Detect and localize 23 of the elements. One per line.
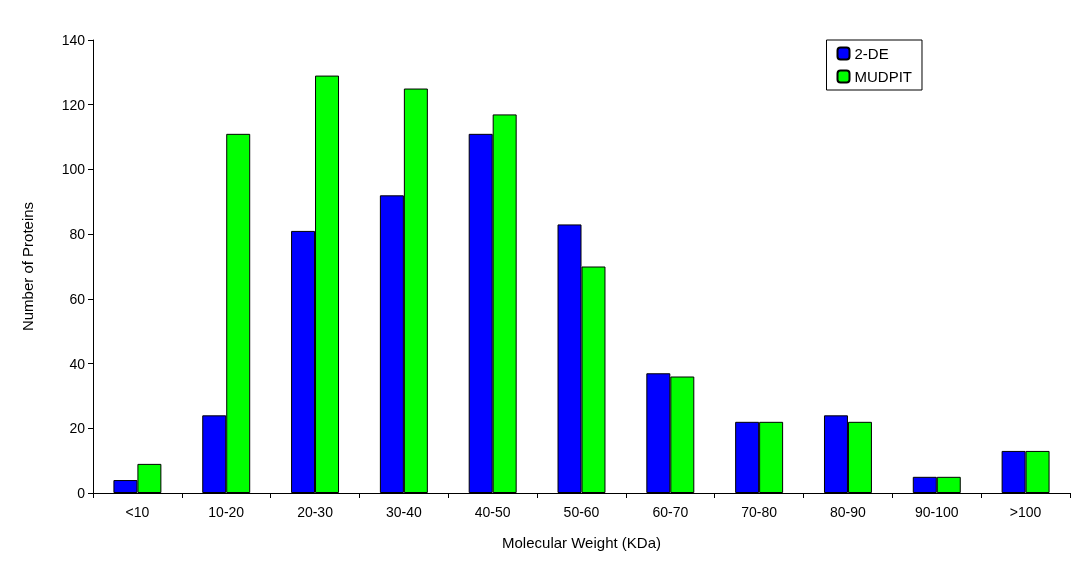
x-axis-title: Molecular Weight (KDa) bbox=[502, 534, 661, 551]
x-tick-label: 60-70 bbox=[652, 504, 689, 520]
legend-label: MUDPIT bbox=[854, 68, 912, 85]
y-axis-title: Number of Proteins bbox=[19, 201, 36, 332]
x-tick-label: 20-30 bbox=[297, 504, 334, 520]
x-tick-label: <10 bbox=[125, 504, 150, 520]
y-tick-label: 60 bbox=[69, 290, 86, 307]
y-tick-label: 40 bbox=[69, 355, 86, 372]
x-tick-label: 10-20 bbox=[208, 504, 245, 520]
legend-label: 2-DE bbox=[854, 45, 889, 62]
x-tick-label: 80-90 bbox=[830, 504, 867, 520]
y-tick-label: 0 bbox=[77, 485, 86, 501]
y-tick-label: 20 bbox=[69, 420, 86, 437]
y-tick-label: 100 bbox=[61, 161, 86, 178]
x-tick-label: 40-50 bbox=[474, 504, 511, 520]
y-tick-label: 80 bbox=[69, 226, 86, 243]
x-tick-label: >100 bbox=[1009, 504, 1042, 520]
x-tick-label: 90-100 bbox=[914, 504, 959, 520]
y-tick-label: 140 bbox=[61, 32, 86, 48]
x-tick-label: 50-60 bbox=[563, 504, 600, 520]
x-tick-label: 30-40 bbox=[385, 504, 422, 520]
x-tick-label: 70-80 bbox=[741, 504, 778, 520]
y-tick-label: 120 bbox=[61, 96, 86, 113]
